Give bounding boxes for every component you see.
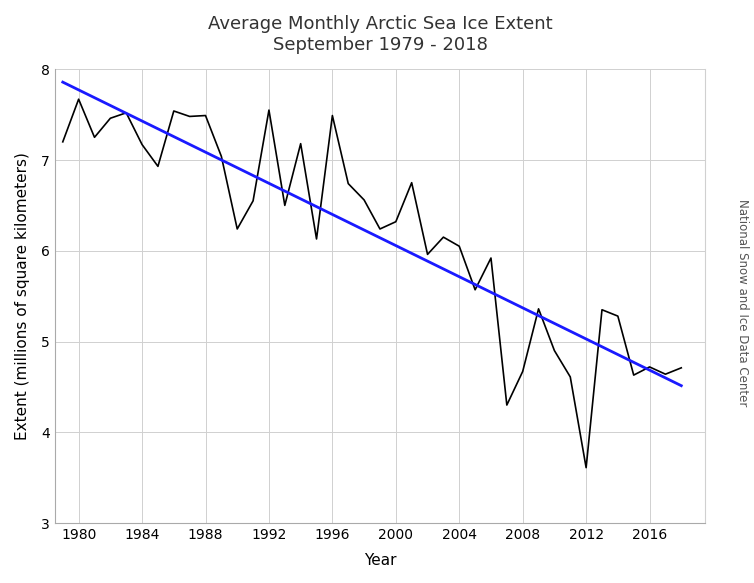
Title: Average Monthly Arctic Sea Ice Extent
September 1979 - 2018: Average Monthly Arctic Sea Ice Extent Se… <box>207 15 552 54</box>
X-axis label: Year: Year <box>363 553 396 568</box>
Text: National Snow and Ice Data Center: National Snow and Ice Data Center <box>736 199 749 407</box>
Y-axis label: Extent (millions of square kilometers): Extent (millions of square kilometers) <box>15 152 30 440</box>
